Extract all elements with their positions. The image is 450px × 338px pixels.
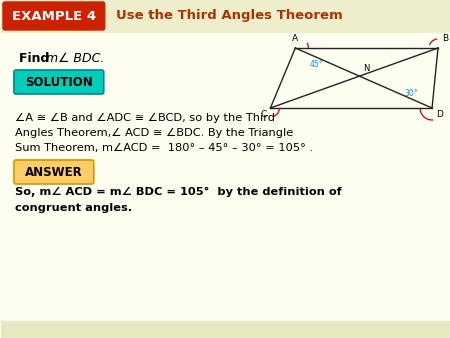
Bar [1, 12, 450, 14]
Text: Find: Find [19, 51, 54, 65]
Text: SOLUTION: SOLUTION [25, 75, 93, 89]
Text: B: B [442, 34, 448, 43]
Text: C: C [260, 110, 266, 119]
Bar [1, 327, 450, 329]
Text: N: N [364, 64, 370, 73]
FancyBboxPatch shape [14, 160, 94, 184]
Bar [1, 0, 450, 2]
Bar [1, 333, 450, 335]
Bar [1, 6, 450, 8]
Bar [1, 336, 450, 338]
Bar [1, 9, 450, 11]
Text: 30°: 30° [404, 89, 418, 98]
Text: 45°: 45° [309, 60, 323, 69]
Bar [1, 15, 450, 17]
Text: Angles Theorem,∠ ACD ≅ ∠BDC. By the Triangle: Angles Theorem,∠ ACD ≅ ∠BDC. By the Tria… [15, 128, 293, 138]
Text: D: D [436, 110, 443, 119]
Text: congruent angles.: congruent angles. [15, 203, 132, 213]
Text: Sum Theorem, m∠ACD =  180° – 45° – 30° = 105° .: Sum Theorem, m∠ACD = 180° – 45° – 30° = … [15, 143, 313, 153]
Text: ANSWER: ANSWER [25, 166, 83, 178]
Text: Use the Third Angles Theorem: Use the Third Angles Theorem [116, 9, 342, 23]
Text: A: A [292, 34, 298, 43]
FancyBboxPatch shape [3, 2, 105, 30]
Bar [1, 324, 450, 326]
Text: So, m∠ ACD = m∠ BDC = 105°  by the definition of: So, m∠ ACD = m∠ BDC = 105° by the defini… [15, 187, 342, 197]
Bar [1, 321, 450, 323]
Text: ∠A ≅ ∠B and ∠ADC ≅ ∠BCD, so by the Third: ∠A ≅ ∠B and ∠ADC ≅ ∠BCD, so by the Third [15, 113, 275, 123]
Text: EXAMPLE 4: EXAMPLE 4 [12, 9, 96, 23]
Text: m∠ BDC.: m∠ BDC. [46, 51, 104, 65]
Bar [1, 330, 450, 332]
Bar [1, 3, 450, 5]
FancyBboxPatch shape [14, 70, 104, 94]
Bar [1, 0, 450, 32]
